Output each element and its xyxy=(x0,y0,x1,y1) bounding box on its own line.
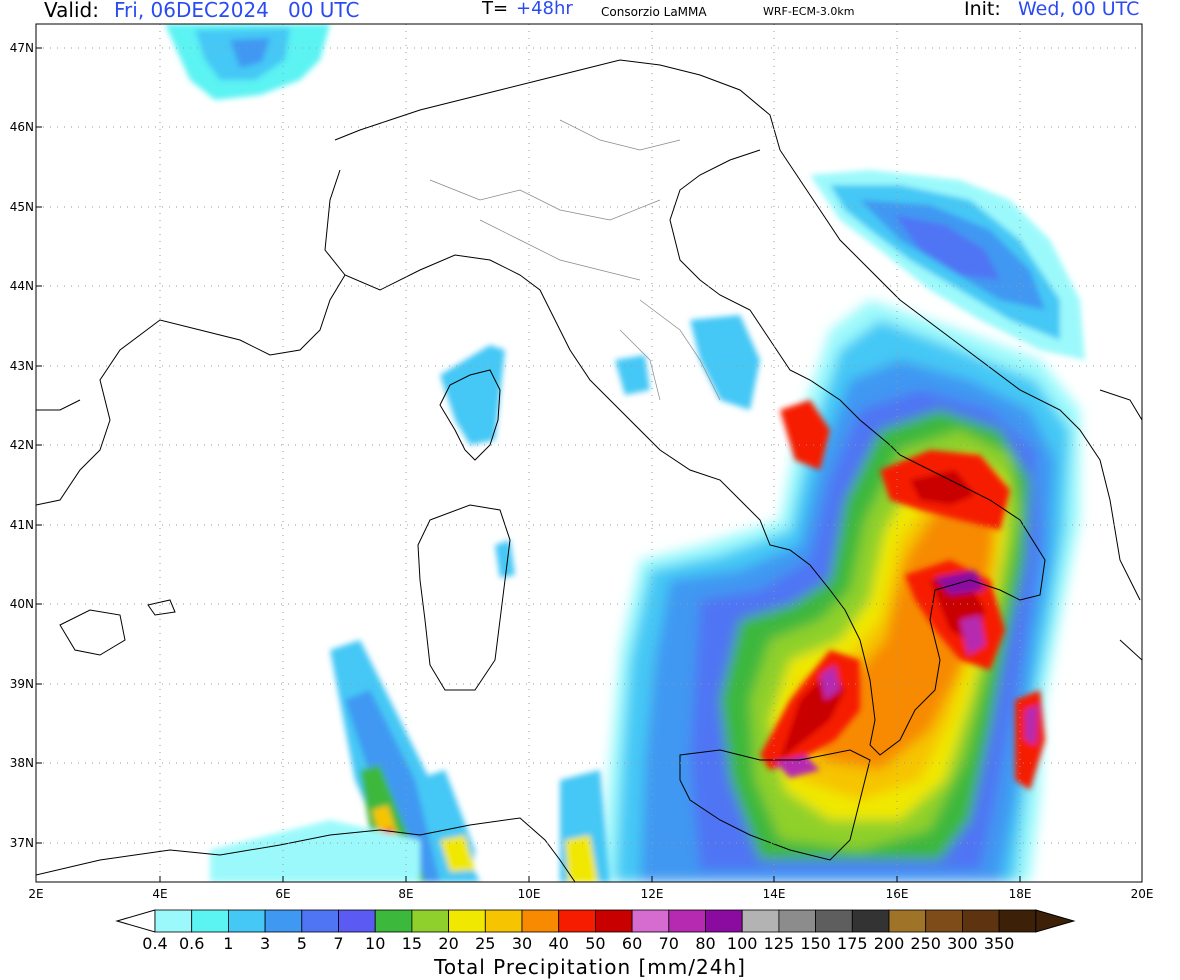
lon-label: 12E xyxy=(641,887,664,901)
lat-label: 45N xyxy=(10,200,34,214)
colorbar-level-label: 100 xyxy=(727,934,758,953)
lat-label: 46N xyxy=(10,120,34,134)
colorbar-level-label: 350 xyxy=(984,934,1015,953)
colorbar-swatch xyxy=(484,909,523,933)
colorbar-swatch xyxy=(558,909,596,933)
lat-label: 38N xyxy=(10,756,34,770)
producer-label: Consorzio LaMMA xyxy=(601,5,707,19)
lat-label: 41N xyxy=(10,518,34,532)
colorbar-swatch xyxy=(815,909,853,933)
colorbar-swatch xyxy=(851,909,890,933)
colorbar-level-label: 1 xyxy=(223,934,233,953)
colorbar-level-label: 60 xyxy=(622,934,642,953)
lat-label: 47N xyxy=(10,41,34,55)
lon-label: 2E xyxy=(28,887,43,901)
colorbar-level-label: 25 xyxy=(475,934,495,953)
colorbar-level-label: 40 xyxy=(549,934,569,953)
colorbar-level-label: 0.4 xyxy=(142,934,167,953)
valid-datetime: Fri, 06DEC2024 00 UTC xyxy=(114,0,360,22)
colorbar-swatch xyxy=(264,909,303,933)
map-frame xyxy=(35,23,1143,883)
init-label: Init: xyxy=(964,0,1001,20)
forecast-step-label: T= xyxy=(482,0,509,19)
valid-label: Valid: xyxy=(44,0,99,22)
lat-label: 40N xyxy=(10,597,34,611)
colorbar-level-label: 250 xyxy=(910,934,941,953)
colorbar-level-label: 300 xyxy=(947,934,978,953)
lon-label: 6E xyxy=(275,887,290,901)
colorbar-swatch xyxy=(595,909,633,933)
colorbar-level-label: 0.6 xyxy=(179,934,204,953)
model-label: WRF-ECM-3.0km xyxy=(763,5,855,18)
lon-label: 8E xyxy=(398,887,413,901)
init-value: Wed, 00 UTC xyxy=(1018,0,1140,20)
colorbar-level-label: 5 xyxy=(297,934,307,953)
lon-label: 14E xyxy=(763,887,786,901)
colorbar-level-label: 15 xyxy=(402,934,422,953)
colorbar-level-label: 3 xyxy=(260,934,270,953)
colorbar-swatch xyxy=(448,909,486,933)
colorbar-swatch xyxy=(411,909,449,933)
colorbar-swatch xyxy=(191,909,229,933)
colorbar: 0.4 0.6 1 3 5 7 10 15 20 25 30 40 50 60 70 80 100 125 150 1… xyxy=(115,909,1076,953)
lon-label: 16E xyxy=(886,887,909,901)
colorbar-level-label: 30 xyxy=(512,934,532,953)
colorbar-under-triangle xyxy=(115,909,156,933)
colorbar-swatch xyxy=(631,909,670,933)
colorbar-swatch xyxy=(227,909,266,933)
internal-borders xyxy=(429,119,721,401)
lat-label: 44N xyxy=(10,279,34,293)
coastlines xyxy=(36,59,1142,882)
colorbar-swatch xyxy=(741,909,780,933)
graticule xyxy=(36,24,1142,882)
colorbar-swatch xyxy=(962,909,1000,933)
lon-label: 20E xyxy=(1131,887,1154,901)
lon-label: 4E xyxy=(152,887,167,901)
colorbar-over-triangle xyxy=(1035,909,1076,933)
colorbar-level-label: 200 xyxy=(874,934,905,953)
colorbar-level-label: 175 xyxy=(837,934,868,953)
longitude-labels: 2E 4E 6E 8E 10E 12E 14E 16E 18E 20E xyxy=(28,887,1153,901)
colorbar-title: Total Precipitation [mm/24h] xyxy=(433,955,746,979)
colorbar-level-label: 20 xyxy=(438,934,458,953)
latitude-labels: 47N 46N 45N 44N 43N 42N 41N 40N 39N 38N … xyxy=(10,41,34,850)
colorbar-level-label: 10 xyxy=(365,934,385,953)
colorbar-swatch xyxy=(998,909,1037,933)
lon-label: 18E xyxy=(1009,887,1032,901)
colorbar-level-label: 80 xyxy=(695,934,715,953)
colorbar-level-label: 125 xyxy=(764,934,795,953)
colorbar-level-label: 50 xyxy=(585,934,605,953)
colorbar-level-label: 70 xyxy=(659,934,679,953)
lat-label: 39N xyxy=(10,677,34,691)
colorbar-swatch xyxy=(154,909,193,933)
colorbar-swatch xyxy=(668,909,706,933)
lat-label: 42N xyxy=(10,438,34,452)
lat-label: 37N xyxy=(10,836,34,850)
lon-label: 10E xyxy=(518,887,541,901)
forecast-step-value: +48hr xyxy=(516,0,573,19)
colorbar-swatch xyxy=(301,909,339,933)
colorbar-swatch xyxy=(338,909,376,933)
colorbar-swatch xyxy=(521,909,560,933)
axis-ticks xyxy=(35,47,1143,882)
colorbar-swatch xyxy=(925,909,963,933)
colorbar-level-label: 7 xyxy=(333,934,343,953)
colorbar-swatch xyxy=(374,909,413,933)
lat-label: 43N xyxy=(10,359,34,373)
colorbar-swatch xyxy=(705,909,743,933)
colorbar-swatch xyxy=(888,909,927,933)
precipitation-field xyxy=(165,24,1085,882)
colorbar-swatch xyxy=(778,909,817,933)
colorbar-level-label: 150 xyxy=(800,934,831,953)
